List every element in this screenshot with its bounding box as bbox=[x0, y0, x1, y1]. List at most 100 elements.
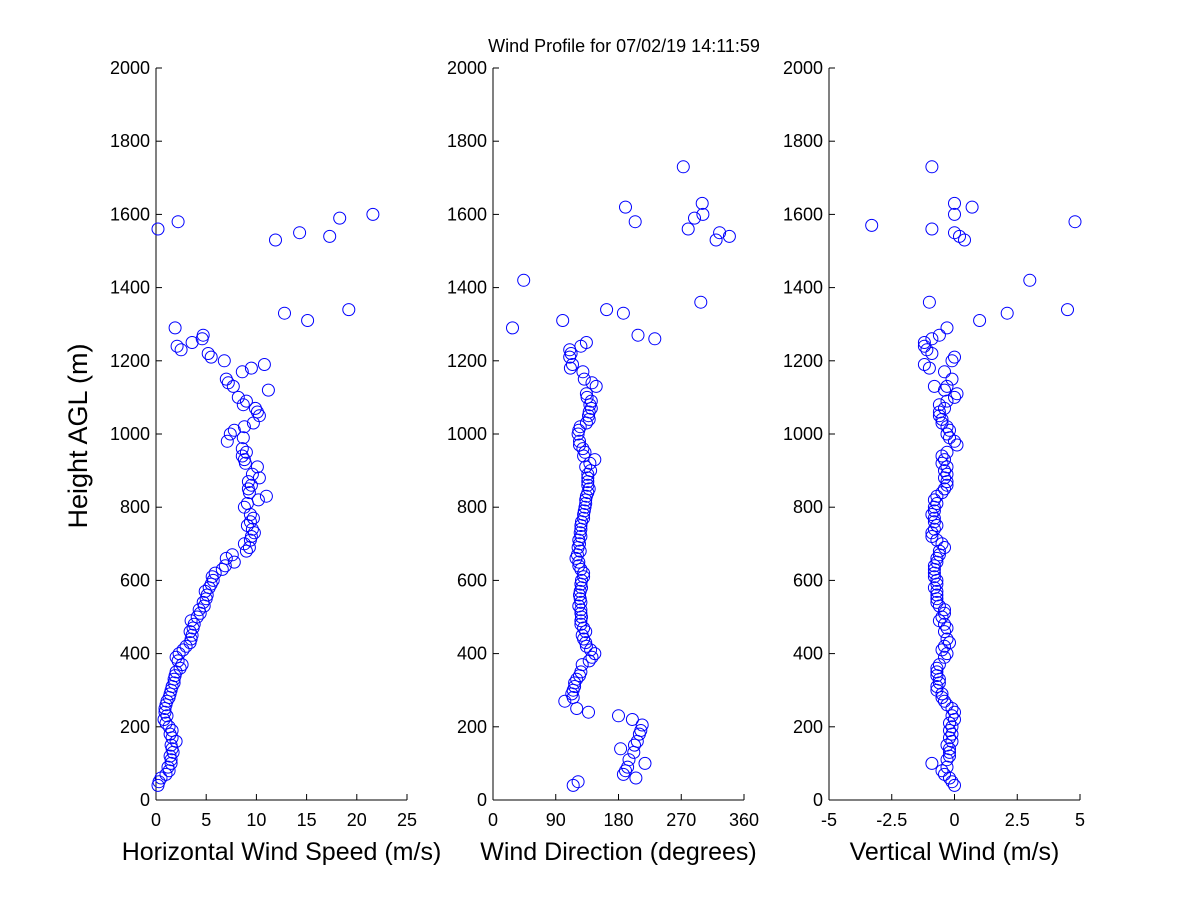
data-point bbox=[938, 453, 951, 467]
data-point bbox=[940, 427, 954, 441]
data-point bbox=[278, 306, 291, 320]
data-point bbox=[709, 233, 723, 247]
data-point bbox=[940, 478, 954, 492]
data-point bbox=[965, 200, 979, 214]
data-point bbox=[242, 541, 256, 554]
data-point bbox=[938, 541, 951, 554]
data-point bbox=[201, 347, 215, 360]
panel-1: 0 200 400 600 800 1000 1200 1400 1600 1800 2000 0 5 1… bbox=[110, 58, 441, 866]
data-point bbox=[930, 497, 944, 510]
data-point bbox=[917, 339, 931, 353]
data-points bbox=[506, 160, 736, 792]
data-point bbox=[245, 522, 259, 536]
data-point bbox=[159, 716, 173, 730]
data-point bbox=[932, 658, 946, 672]
y-tick-label: 1600 bbox=[447, 204, 487, 224]
x-tick-label: 360 bbox=[729, 810, 759, 830]
data-point bbox=[938, 365, 951, 379]
figure-title: Wind Profile for 07/02/19 14:11:59 bbox=[488, 36, 760, 56]
data-point bbox=[575, 573, 588, 587]
data-point bbox=[927, 522, 941, 536]
data-point bbox=[582, 705, 595, 719]
y-tick-label: 0 bbox=[477, 790, 487, 810]
data-point bbox=[619, 200, 632, 214]
data-point bbox=[227, 555, 241, 569]
data-point bbox=[184, 614, 198, 628]
data-point bbox=[566, 778, 580, 792]
data-point bbox=[940, 445, 954, 459]
data-point bbox=[577, 511, 591, 525]
data-point bbox=[932, 328, 946, 342]
data-point bbox=[563, 361, 577, 375]
data-point bbox=[938, 464, 951, 478]
data-point bbox=[938, 625, 951, 639]
data-point bbox=[1068, 215, 1082, 229]
x-tick-label: 5 bbox=[1075, 810, 1085, 830]
data-point bbox=[236, 431, 250, 445]
data-point bbox=[950, 387, 964, 401]
data-point bbox=[925, 508, 939, 521]
data-point bbox=[250, 405, 264, 419]
panel-2: 0 200 400 600 800 1000 1200 1400 1600 1800 2000 0 90… bbox=[447, 58, 759, 866]
data-point bbox=[584, 643, 598, 657]
data-point bbox=[169, 650, 183, 664]
x-tick-label: -2.5 bbox=[876, 810, 907, 830]
data-point bbox=[945, 734, 959, 748]
data-point bbox=[196, 328, 210, 342]
data-point bbox=[579, 336, 593, 349]
data-point bbox=[920, 343, 934, 357]
data-point bbox=[164, 738, 178, 752]
data-point bbox=[572, 599, 586, 613]
y-tick-label: 1800 bbox=[110, 131, 150, 151]
data-point bbox=[227, 423, 241, 437]
data-point bbox=[648, 332, 662, 346]
data-point bbox=[566, 358, 579, 371]
data-point bbox=[581, 467, 595, 481]
data-point bbox=[945, 702, 959, 715]
data-point bbox=[235, 449, 249, 463]
data-point bbox=[171, 654, 185, 668]
data-point bbox=[221, 376, 235, 390]
data-point bbox=[948, 778, 961, 792]
data-point bbox=[241, 482, 255, 496]
data-point bbox=[600, 303, 614, 317]
y-tick-label: 200 bbox=[120, 717, 150, 737]
x-tick-label: 90 bbox=[546, 810, 566, 830]
data-point bbox=[865, 218, 879, 232]
data-point bbox=[259, 489, 273, 503]
data-point bbox=[572, 559, 586, 573]
data-point bbox=[943, 742, 956, 756]
data-point bbox=[932, 409, 946, 423]
data-point bbox=[950, 438, 964, 452]
data-point bbox=[945, 709, 959, 723]
data-point bbox=[574, 614, 588, 628]
data-point bbox=[938, 482, 951, 496]
y-tick-label: 800 bbox=[793, 497, 823, 517]
y-tick-label: 1400 bbox=[110, 278, 150, 298]
data-point bbox=[220, 434, 234, 448]
x-tick-label: 270 bbox=[666, 810, 696, 830]
x-tick-label: 25 bbox=[397, 810, 417, 830]
data-point bbox=[930, 588, 944, 602]
data-point bbox=[945, 720, 959, 734]
data-point bbox=[948, 705, 961, 719]
data-point bbox=[159, 767, 173, 781]
data-point bbox=[517, 273, 531, 287]
data-point bbox=[930, 551, 944, 565]
data-point bbox=[722, 229, 736, 243]
data-point bbox=[570, 548, 584, 562]
data-point bbox=[574, 606, 588, 620]
x-axis-label: Wind Direction (degrees) bbox=[480, 838, 757, 866]
data-point bbox=[943, 724, 956, 737]
data-point bbox=[943, 636, 956, 650]
data-point bbox=[577, 621, 591, 635]
data-point bbox=[614, 742, 628, 756]
data-point bbox=[208, 566, 222, 580]
data-point bbox=[958, 233, 971, 247]
data-point bbox=[231, 390, 245, 404]
data-point bbox=[922, 295, 936, 309]
data-point bbox=[616, 767, 630, 781]
data-point bbox=[940, 753, 954, 767]
